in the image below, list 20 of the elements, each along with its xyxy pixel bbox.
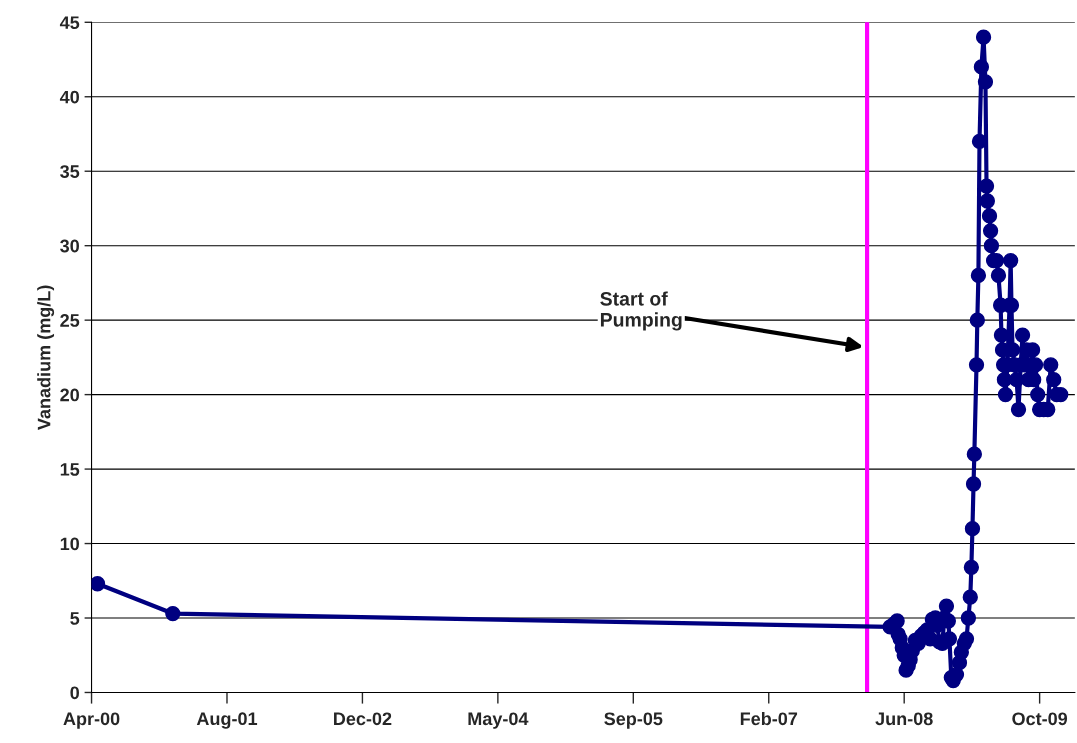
y-tick-label: 45 (59, 16, 80, 30)
y-tick-label: 10 (60, 537, 79, 551)
y-tick-label: 30 (60, 239, 79, 253)
annotation: Start of Pumping (600, 291, 682, 331)
y-tick-label: 35 (60, 165, 80, 178)
x-tick-label: Aug-01 (196, 712, 258, 729)
x-tick-label: Dec-02 (334, 712, 392, 726)
x-tick-label: Jun-08 (875, 712, 933, 726)
y-tick-label: 40 (59, 90, 79, 104)
x-tick-label: Sep-05 (604, 712, 663, 729)
x-tick-label: May-04 (468, 712, 529, 729)
y-tick-label: 20 (60, 388, 79, 402)
y-tick-label: 15 (60, 463, 80, 476)
x-tick-label: Apr-00 (63, 712, 120, 729)
y-tick-label: 5 (70, 612, 80, 625)
x-tick-label: Oct-09 (1012, 712, 1068, 726)
y-axis-title: Vanadium (mg/L) (37, 285, 55, 430)
x-tick-label: Feb-07 (740, 711, 798, 726)
y-tick-label: 25 (60, 314, 80, 327)
y-tick-label: 0 (70, 686, 79, 700)
